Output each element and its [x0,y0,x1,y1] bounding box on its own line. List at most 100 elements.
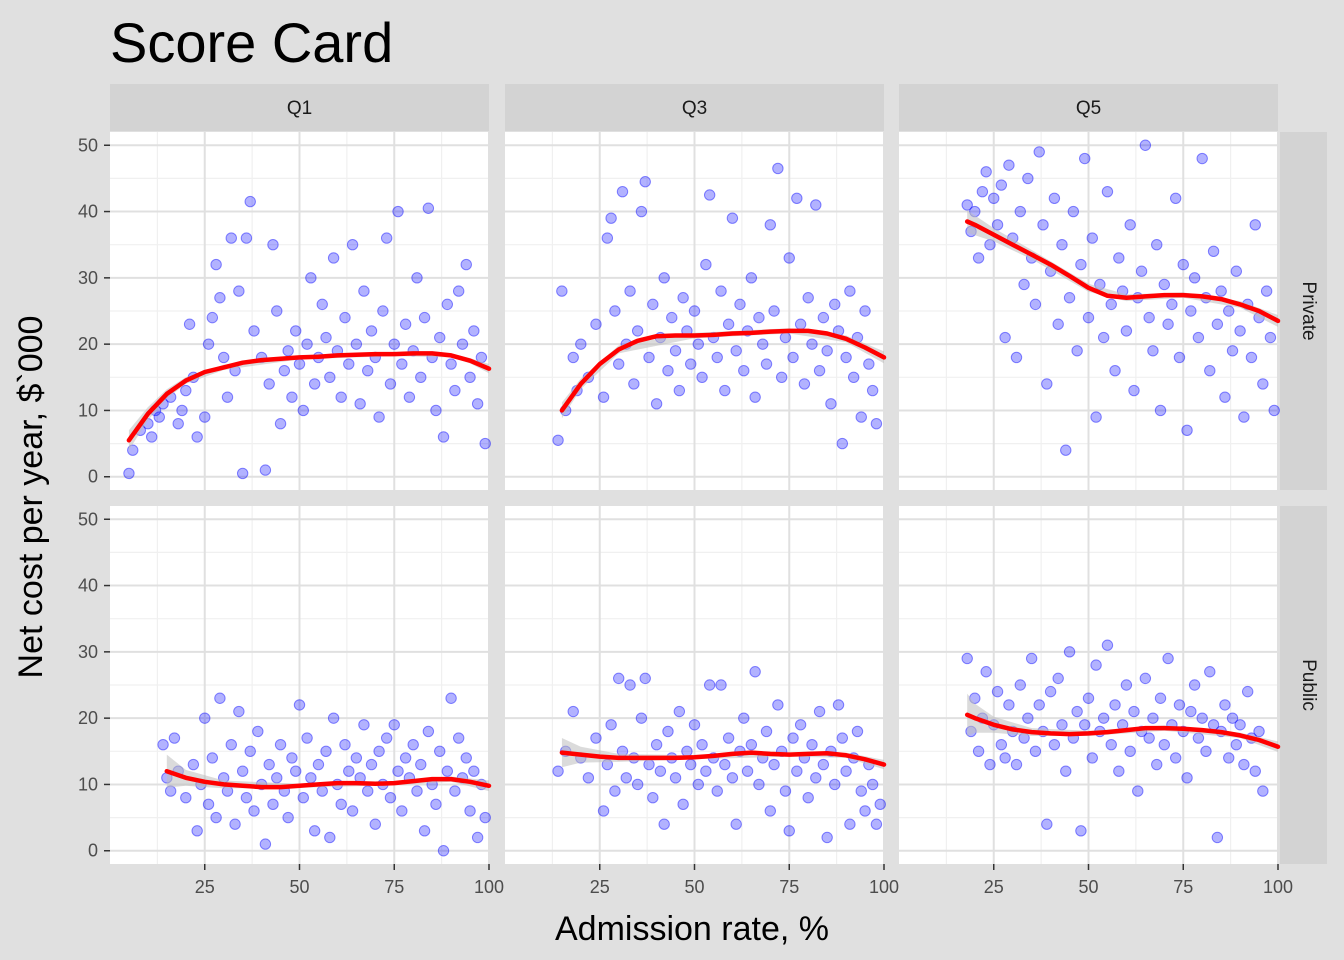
data-point [601,232,614,244]
data-point [575,338,587,350]
data-point [1010,758,1023,771]
data-point [1151,239,1163,251]
data-point [157,738,169,751]
data-point [696,738,708,751]
data-point [1219,391,1231,403]
data-point [1041,378,1053,390]
data-point [757,338,769,350]
data-point [380,232,393,244]
data-point [1204,666,1216,678]
data-point [460,752,472,764]
data-point [1196,712,1208,724]
x-tick-label: 50 [684,877,704,897]
facet-strip-q1 [110,84,489,131]
data-point [703,679,716,691]
x-tick-label: 50 [1078,877,1098,897]
data-point [271,305,283,317]
data-point [972,252,985,264]
data-point [327,252,340,264]
data-point [365,325,378,337]
data-point [460,258,472,271]
chart-title: Score Card [110,11,393,74]
data-point [350,338,363,350]
data-point [187,758,200,771]
data-point [1048,738,1061,751]
data-point [343,765,355,777]
data-point [711,785,723,797]
data-point [218,351,230,364]
data-point [984,758,996,771]
data-point [430,404,442,417]
data-point [1166,298,1178,311]
data-point [1075,258,1087,271]
data-point [779,785,792,797]
data-point [844,818,856,830]
smooth-line [559,328,887,413]
data-point [745,272,758,284]
data-point [1120,325,1133,337]
data-point [673,705,686,718]
data-point [1147,712,1159,724]
data-point [874,798,886,811]
data-point [301,732,313,744]
data-point [1257,785,1269,797]
data-point [441,765,454,777]
data-point [316,785,328,797]
data-point [293,699,306,711]
data-point [316,298,328,311]
facet-strip-private [1280,132,1327,490]
smooth-line [964,712,1281,749]
data-point [1113,765,1125,777]
data-point [449,384,461,397]
data-point [1120,679,1133,691]
data-point [464,805,476,817]
data-point [715,285,727,297]
data-point [688,305,701,317]
data-point [836,732,849,744]
data-point [225,232,237,244]
data-point [335,798,347,811]
data-point [1082,692,1095,704]
data-point [582,772,595,784]
data-point [1241,685,1254,698]
data-point [240,232,253,244]
data-point [1105,298,1117,311]
data-point [267,239,279,251]
data-point [715,679,727,691]
data-point [783,825,795,837]
data-point [794,318,807,330]
data-point [1071,705,1083,718]
data-point [290,325,302,337]
data-point [346,239,359,251]
data-point [452,285,465,297]
data-point [1056,719,1068,731]
data-point [343,358,355,370]
data-point [1082,311,1095,324]
data-point [1097,712,1110,724]
data-point [362,364,374,377]
data-point [1188,679,1201,691]
data-point [666,311,678,324]
data-point [806,338,818,350]
data-point [658,818,670,830]
data-point [1245,351,1258,364]
data-point [1060,444,1072,456]
y-tick-label: 30 [78,642,98,662]
data-point [760,725,773,738]
data-point [244,745,256,757]
data-point [369,818,381,830]
data-point [1223,752,1235,764]
data-point [817,311,830,324]
data-point [350,752,363,764]
data-point [753,778,765,791]
smooth-line [559,750,887,767]
data-point [821,831,833,844]
data-point [991,219,1004,231]
data-point [324,831,336,844]
data-point [1086,752,1098,764]
data-point [631,778,644,791]
data-point [1181,424,1193,437]
data-point [422,725,435,738]
data-point [233,705,245,718]
